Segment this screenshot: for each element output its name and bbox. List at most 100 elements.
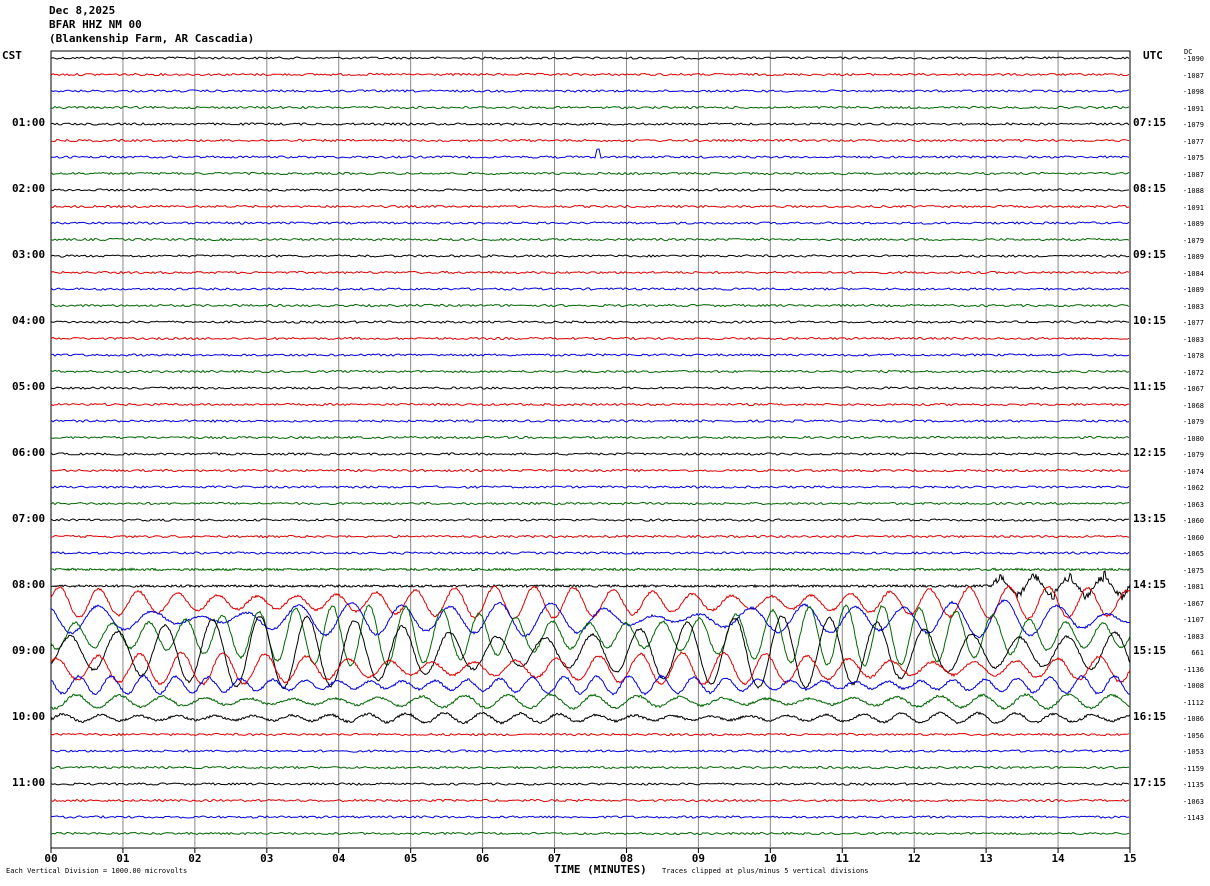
dc-offset-value: -1068 <box>1182 401 1204 410</box>
dc-offset-value: -1079 <box>1182 418 1204 426</box>
right-hour-label: 13:15 <box>1133 512 1167 525</box>
dc-offset-value: -1077 <box>1182 319 1204 327</box>
dc-offset-value: -1086 <box>1182 715 1204 723</box>
right-hour-label: 14:15 <box>1133 578 1167 591</box>
dc-offset-value: -1065 <box>1182 550 1204 558</box>
left-hour-label: 05:00 <box>12 380 46 393</box>
dc-offset-value: -1091 <box>1182 104 1204 113</box>
x-tick-label: 12 <box>907 852 921 865</box>
clip-note: Traces clipped at plus/minus 5 vertical … <box>662 867 869 875</box>
trace-line <box>50 171 1130 176</box>
dc-offset-header: DC <box>1184 48 1193 56</box>
dc-offset-value: -1053 <box>1182 748 1204 756</box>
x-tick-label: 03 <box>260 852 274 865</box>
trace-line <box>50 122 1130 126</box>
x-tick-label: 04 <box>332 852 346 865</box>
trace-line <box>50 72 1130 77</box>
left-hour-label: 10:00 <box>12 710 46 723</box>
trace-line <box>51 148 1130 159</box>
trace-line <box>50 599 1131 639</box>
trace-line <box>50 815 1130 819</box>
right-hour-label: 11:15 <box>1133 380 1167 393</box>
trace-line <box>50 138 1130 143</box>
dc-offset-value: -1067 <box>1182 385 1204 393</box>
x-tick-label: 10 <box>763 852 777 865</box>
trace-line <box>50 320 1130 324</box>
x-tick-label: 08 <box>619 852 634 865</box>
right-hour-label: 09:15 <box>1133 248 1167 261</box>
dc-offset-value: -1060 <box>1182 533 1204 542</box>
dc-offset-value: -1089 <box>1182 253 1204 261</box>
trace-line <box>50 692 1131 711</box>
trace-line <box>50 237 1130 242</box>
dc-offset-value: -1081 <box>1182 583 1204 591</box>
dc-offset-value: -1112 <box>1182 698 1204 707</box>
trace-line <box>50 485 1130 489</box>
trace-line <box>50 386 1130 390</box>
right-hour-label: 17:15 <box>1133 776 1167 789</box>
dc-offset-value: -1143 <box>1182 814 1204 822</box>
trace-line <box>50 435 1130 440</box>
x-tick-label: 11 <box>835 852 849 865</box>
trace-line <box>50 419 1130 423</box>
trace-line <box>50 369 1130 374</box>
dc-offset-value: -1075 <box>1182 154 1204 162</box>
trace-line <box>50 468 1130 473</box>
trace-line <box>50 188 1130 192</box>
x-tick-label: 14 <box>1051 852 1065 865</box>
station-code: BFAR HHZ NM 00 <box>49 18 142 31</box>
trace-line <box>50 452 1130 456</box>
trace-line <box>50 105 1130 110</box>
dc-offset-value: -1098 <box>1182 88 1204 96</box>
trace-line <box>50 270 1130 275</box>
dc-offset-value: -1135 <box>1182 781 1204 789</box>
dc-offset-value: -1090 <box>1182 55 1204 63</box>
dc-offset-value: -1084 <box>1182 269 1204 278</box>
dc-offset-value: -1063 <box>1182 500 1204 509</box>
trace-line <box>50 287 1130 291</box>
x-tick-label: 00 <box>44 852 58 865</box>
x-tick-label: 01 <box>116 852 130 865</box>
dc-offset-value: -1136 <box>1182 665 1204 674</box>
dc-offset-value: -1062 <box>1182 484 1204 492</box>
x-tick-label: 05 <box>404 852 418 865</box>
left-hour-label: 07:00 <box>12 512 46 525</box>
dc-offset-value: -1075 <box>1182 566 1204 575</box>
trace-line <box>50 831 1130 836</box>
dc-offset-value: -1088 <box>1182 187 1204 195</box>
right-hour-label: 12:15 <box>1133 446 1167 459</box>
scale-note: Each Vertical Division = 1000.00 microvo… <box>6 867 188 875</box>
left-hour-label: 03:00 <box>12 248 46 261</box>
dc-offset-value: -1077 <box>1182 137 1204 146</box>
station-location: (Blankenship Farm, AR Cascadia) <box>49 32 255 45</box>
dc-offset-value: -1083 <box>1182 632 1204 641</box>
trace-line <box>50 518 1130 522</box>
x-tick-label: 06 <box>475 852 490 865</box>
x-tick-label: 15 <box>1123 852 1137 865</box>
dc-offset-value: -1074 <box>1182 467 1204 476</box>
trace-line <box>50 501 1130 506</box>
dc-offset-value: -1079 <box>1182 121 1204 129</box>
trace-line <box>50 534 1130 539</box>
trace-line <box>50 749 1130 753</box>
dc-offset-value: -1159 <box>1182 764 1204 773</box>
right-timezone-label: UTC <box>1143 49 1163 62</box>
dc-offset-value: -1091 <box>1182 203 1204 212</box>
trace-line <box>50 674 1131 696</box>
trace-line <box>50 798 1130 803</box>
left-hour-label: 11:00 <box>12 776 46 789</box>
plot-frame <box>50 50 1131 849</box>
dc-offset-value: -1087 <box>1182 71 1204 80</box>
dc-offset-value: -1056 <box>1182 731 1204 740</box>
right-hour-label: 16:15 <box>1133 710 1167 723</box>
trace-line <box>50 765 1130 770</box>
dc-offset-value: -1060 <box>1182 517 1204 525</box>
dc-offset-value: -1008 <box>1182 682 1204 690</box>
x-tick-label: 02 <box>188 852 202 865</box>
trace-line <box>50 615 1131 690</box>
left-hour-label: 08:00 <box>12 578 46 591</box>
trace-line <box>50 570 1131 601</box>
trace-line <box>50 56 1130 60</box>
dc-offset-value: -1107 <box>1182 616 1204 624</box>
